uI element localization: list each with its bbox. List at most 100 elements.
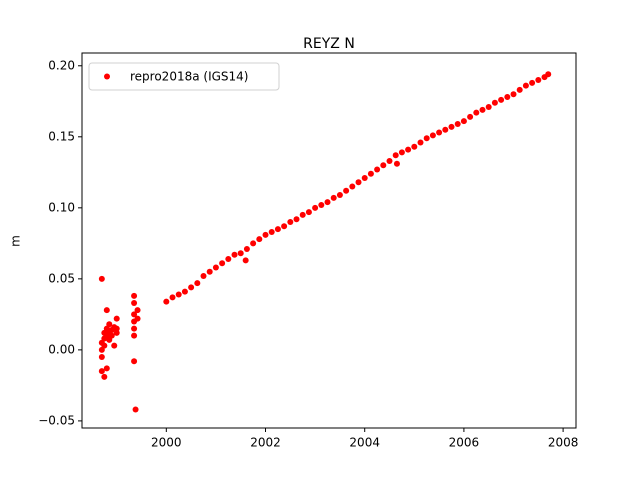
data-point xyxy=(281,223,288,230)
data-point xyxy=(386,157,393,164)
data-point xyxy=(98,275,105,282)
data-point xyxy=(243,246,250,253)
x-tick-label: 2008 xyxy=(548,436,579,450)
data-point xyxy=(367,170,374,177)
data-point xyxy=(299,211,306,218)
data-point xyxy=(436,129,443,136)
data-point xyxy=(529,79,536,86)
data-point xyxy=(485,103,492,110)
y-axis-label: m xyxy=(9,235,23,247)
data-point xyxy=(361,175,368,181)
data-point xyxy=(134,315,141,322)
data-point xyxy=(111,342,118,349)
data-point xyxy=(268,228,275,235)
data-point xyxy=(442,126,449,133)
data-point xyxy=(131,358,138,365)
data-point xyxy=(417,139,424,146)
data-point xyxy=(134,307,141,314)
data-point xyxy=(131,332,138,339)
legend-label: repro2018a (IGS14) xyxy=(130,70,248,84)
data-point xyxy=(405,146,412,153)
data-point xyxy=(103,365,110,372)
data-point xyxy=(330,194,337,201)
data-point xyxy=(393,160,400,167)
y-tick-label: 0.15 xyxy=(48,129,75,143)
data-point xyxy=(262,231,269,238)
data-point xyxy=(423,135,430,142)
data-point xyxy=(131,300,138,306)
data-point xyxy=(131,325,138,332)
data-point xyxy=(504,94,511,101)
data-point xyxy=(101,373,108,380)
data-point xyxy=(132,406,139,413)
data-point xyxy=(398,149,405,156)
data-point xyxy=(324,199,331,206)
data-point xyxy=(163,298,170,305)
data-point xyxy=(287,219,294,226)
data-point xyxy=(101,342,108,349)
data-point xyxy=(98,368,105,375)
data-point xyxy=(374,166,381,173)
data-point xyxy=(516,86,523,93)
data-point xyxy=(343,187,350,194)
y-tick-label: 0.00 xyxy=(48,342,75,356)
data-point xyxy=(175,291,182,298)
data-point xyxy=(256,236,263,243)
legend-box xyxy=(88,62,280,91)
legend: repro2018a (IGS14) xyxy=(88,62,280,91)
y-tick-label: 0.20 xyxy=(48,58,75,72)
data-point xyxy=(510,91,517,98)
data-point xyxy=(545,71,552,78)
x-tick-label: 2000 xyxy=(151,436,182,450)
data-point xyxy=(231,251,238,258)
data-point xyxy=(169,294,176,301)
data-point xyxy=(113,329,120,336)
data-point xyxy=(200,273,207,280)
x-tick-label: 2004 xyxy=(349,436,380,450)
data-point xyxy=(305,209,312,216)
data-point xyxy=(113,315,120,322)
data-point xyxy=(274,226,281,233)
data-point xyxy=(98,353,105,360)
data-point xyxy=(250,240,257,247)
data-point xyxy=(336,192,343,199)
data-point xyxy=(318,201,325,208)
legend-marker xyxy=(104,73,110,80)
data-point xyxy=(460,118,467,125)
data-point xyxy=(131,311,138,318)
x-tick-label: 2006 xyxy=(449,436,480,450)
data-point xyxy=(108,332,115,339)
data-point xyxy=(498,96,505,103)
data-point xyxy=(535,76,542,83)
data-point xyxy=(429,132,436,139)
data-point xyxy=(103,307,110,314)
data-point xyxy=(448,123,455,130)
data-point xyxy=(479,106,486,113)
data-point xyxy=(131,292,138,299)
data-point xyxy=(206,268,213,275)
data-point xyxy=(349,183,356,190)
data-point xyxy=(225,255,232,262)
y-tick-label: 0.10 xyxy=(48,200,75,214)
data-point xyxy=(411,143,418,150)
data-point xyxy=(194,280,201,287)
x-tick-label: 2002 xyxy=(250,436,281,450)
data-point xyxy=(491,99,498,106)
y-tick-label: −0.05 xyxy=(38,413,75,427)
data-point xyxy=(454,121,461,128)
chart-title: REYZ N xyxy=(303,36,355,52)
data-point xyxy=(212,264,219,271)
data-point xyxy=(473,109,480,116)
data-point xyxy=(242,257,249,264)
data-point xyxy=(219,260,226,267)
data-point xyxy=(312,204,319,211)
data-point xyxy=(293,216,300,223)
plot-frame xyxy=(81,52,577,429)
data-point xyxy=(522,82,529,89)
data-point xyxy=(392,152,399,159)
data-point xyxy=(355,179,362,186)
data-point xyxy=(467,113,474,120)
data-point xyxy=(188,284,195,291)
y-tick-label: 0.05 xyxy=(48,271,75,285)
